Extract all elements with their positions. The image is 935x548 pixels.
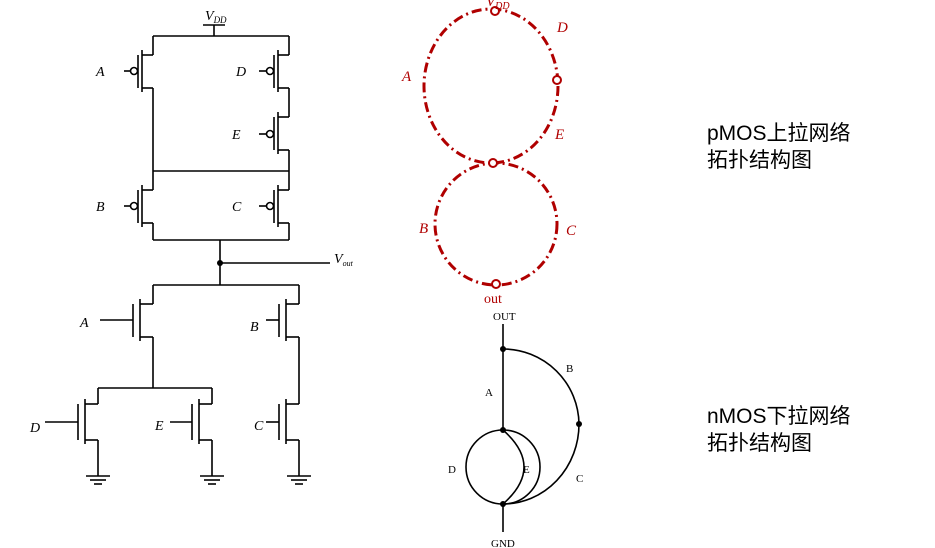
- nmos-transistor-b: [266, 285, 300, 404]
- nmos-graph-edge-e: E: [523, 464, 530, 476]
- ground-symbol-c: [287, 475, 311, 485]
- pmos-node-vdd: [490, 6, 500, 16]
- nmos-caption-line1: nMOS下拉网络: [707, 405, 851, 428]
- nmos-node-out: [500, 346, 506, 352]
- nmos-transistor-e: [170, 388, 213, 476]
- pmos-graph-edge-b: B: [419, 221, 428, 237]
- nmos-transistor-c: [266, 399, 300, 476]
- nmos-label-d: D: [29, 421, 40, 436]
- nmos-caption: nMOS下拉网络 拓扑结构图: [707, 403, 851, 457]
- pmos-node-mid: [488, 158, 498, 168]
- nmos-node-gnd: [500, 501, 506, 507]
- nmos-node-mid: [500, 427, 506, 433]
- pmos-graph-upper-loop: [422, 7, 560, 165]
- pmos-label-c: C: [232, 200, 242, 215]
- pmos-caption-line1: pMOS上拉网络: [707, 122, 851, 145]
- nmos-graph-edge-e-arc: [502, 429, 525, 505]
- pmos-node-out: [491, 279, 501, 289]
- pmos-graph-edge-c: C: [566, 223, 577, 239]
- pmos-label-a: A: [95, 65, 105, 80]
- pmos-caption-line2: 拓扑结构图: [707, 149, 812, 172]
- pmos-label-b: B: [96, 200, 105, 215]
- pmos-graph-edge-d: D: [556, 20, 568, 36]
- nmos-graph-gnd-label: GND: [491, 538, 515, 548]
- pmos-label-d: D: [235, 65, 246, 80]
- nmos-transistor-d: [45, 388, 99, 476]
- nmos-graph-edge-c: C: [576, 473, 583, 485]
- vdd-label: VDD: [205, 9, 227, 25]
- pmos-graph-lower-loop: [433, 161, 559, 287]
- pmos-graph-edge-a: A: [401, 69, 412, 85]
- nmos-label-e: E: [154, 419, 164, 434]
- pmos-graph-edge-e: E: [554, 127, 564, 143]
- ground-symbol-d: [86, 475, 110, 485]
- nmos-caption-line2: 拓扑结构图: [707, 432, 812, 455]
- pmos-transistor-a: [124, 36, 154, 171]
- pmos-node-de: [552, 75, 562, 85]
- nmos-graph-edge-d: D: [448, 464, 456, 476]
- nmos-graph-edge-a: A: [485, 387, 493, 399]
- pmos-transistor-c: [259, 171, 290, 240]
- nmos-graph-out-label: OUT: [493, 311, 516, 323]
- pmos-graph-vdd-label: VDD: [486, 0, 510, 12]
- pmos-transistor-e: [259, 112, 290, 171]
- pmos-graph: [422, 7, 560, 287]
- vout-junction-dot: [217, 260, 223, 266]
- nmos-graph-edge-b: B: [566, 363, 573, 375]
- nmos-graph: [465, 324, 580, 532]
- nmos-label-c: C: [254, 419, 264, 434]
- nmos-label-b: B: [250, 320, 259, 335]
- cmos-circuit: [45, 24, 330, 485]
- pmos-transistor-b: [124, 171, 154, 240]
- nmos-node-bc: [576, 421, 582, 427]
- pmos-caption: pMOS上拉网络 拓扑结构图: [707, 120, 851, 174]
- ground-symbol-e: [200, 475, 224, 485]
- pmos-graph-out-label: out: [484, 292, 502, 307]
- pmos-transistor-d: [259, 36, 290, 117]
- nmos-label-a: A: [79, 316, 89, 331]
- pmos-label-e: E: [231, 128, 241, 143]
- nmos-transistor-a: [100, 285, 154, 388]
- vout-label: Vout: [334, 252, 354, 268]
